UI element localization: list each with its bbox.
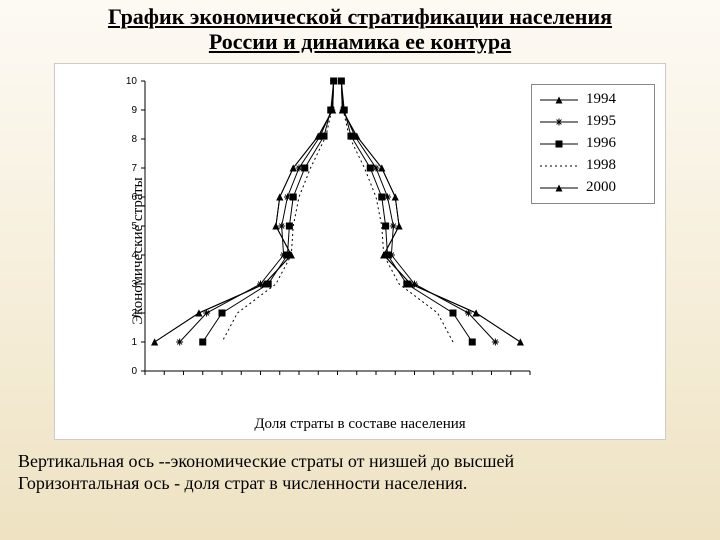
legend-item: 1996 [538, 133, 648, 155]
footer-caption: Вертикальная ось --экономические страты … [0, 440, 720, 495]
svg-text:9: 9 [131, 105, 137, 116]
legend-label: 1998 [586, 157, 616, 174]
svg-text:5: 5 [131, 221, 137, 232]
title-line-1: График экономической стратификации насел… [108, 4, 612, 29]
svg-text:4: 4 [131, 250, 137, 261]
svg-text:6: 6 [131, 192, 137, 203]
chart-title: График экономической стратификации насел… [0, 0, 720, 55]
legend-label: 1996 [586, 135, 616, 152]
svg-text:10: 10 [126, 76, 138, 87]
legend-item: 2000 [538, 177, 648, 199]
legend-item: 1995 [538, 111, 648, 133]
footer-line-2: Горизонтальная ось - доля страт в числен… [18, 473, 467, 493]
footer-line-1: Вертикальная ось --экономические страты … [18, 451, 514, 471]
legend: 1994 1995 1996 1998 2000 [531, 84, 655, 204]
svg-text:3: 3 [131, 279, 137, 290]
svg-text:1: 1 [131, 337, 137, 348]
legend-label: 2000 [586, 179, 616, 196]
svg-text:2: 2 [131, 308, 137, 319]
x-axis-label: Доля страты в составе населения [55, 416, 665, 433]
plot-area: 0 1 2 3 4 5 6 7 8 9 10 [115, 76, 535, 396]
legend-label: 1995 [586, 113, 616, 130]
title-line-2: России и динамика ее контура [209, 29, 511, 54]
svg-text:8: 8 [131, 134, 137, 145]
legend-label: 1994 [586, 91, 616, 108]
svg-text:7: 7 [131, 163, 137, 174]
chart-container: Экономические страты Доля страты в соста… [54, 63, 666, 440]
legend-item: 1998 [538, 155, 648, 177]
legend-item: 1994 [538, 89, 648, 111]
svg-text:0: 0 [131, 366, 137, 377]
